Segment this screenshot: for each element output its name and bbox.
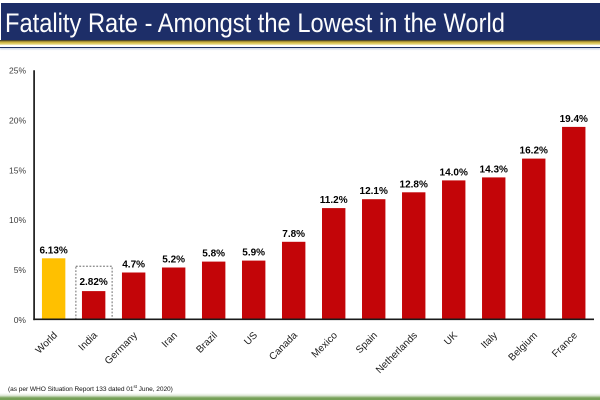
svg-text:20%: 20% [9, 115, 26, 125]
svg-text:15%: 15% [9, 165, 26, 175]
svg-text:Netherlands: Netherlands [374, 330, 420, 376]
svg-text:12.8%: 12.8% [400, 179, 428, 190]
svg-text:Mexico: Mexico [310, 330, 340, 360]
svg-text:5.8%: 5.8% [202, 249, 225, 260]
svg-text:14.3%: 14.3% [480, 164, 508, 175]
svg-text:12.1%: 12.1% [360, 186, 388, 197]
svg-text:Canada: Canada [267, 330, 300, 363]
svg-text:Belgium: Belgium [507, 330, 540, 363]
svg-text:4.7%: 4.7% [122, 260, 145, 271]
svg-text:US: US [242, 330, 260, 348]
svg-text:2.82%: 2.82% [79, 277, 107, 288]
svg-text:11.2%: 11.2% [320, 195, 348, 206]
svg-text:5.2%: 5.2% [162, 255, 185, 266]
svg-text:Spain: Spain [354, 330, 380, 356]
svg-text:25%: 25% [9, 66, 26, 76]
svg-text:19.4%: 19.4% [560, 114, 588, 125]
svg-text:Italy: Italy [479, 330, 500, 351]
svg-text:6.13%: 6.13% [39, 245, 67, 256]
svg-text:Brazil: Brazil [194, 330, 219, 355]
svg-text:14.0%: 14.0% [440, 167, 468, 178]
svg-text:UK: UK [442, 330, 460, 348]
svg-text:10%: 10% [9, 215, 26, 225]
svg-text:5%: 5% [14, 265, 27, 275]
svg-text:France: France [550, 330, 580, 360]
svg-text:16.2%: 16.2% [520, 146, 548, 157]
svg-text:0%: 0% [14, 315, 27, 325]
svg-text:India: India [77, 330, 100, 353]
svg-text:Iran: Iran [160, 330, 180, 350]
svg-text:World: World [34, 330, 60, 356]
svg-text:5.9%: 5.9% [242, 248, 265, 259]
svg-text:7.8%: 7.8% [282, 229, 305, 240]
svg-text:Germany: Germany [103, 330, 140, 367]
